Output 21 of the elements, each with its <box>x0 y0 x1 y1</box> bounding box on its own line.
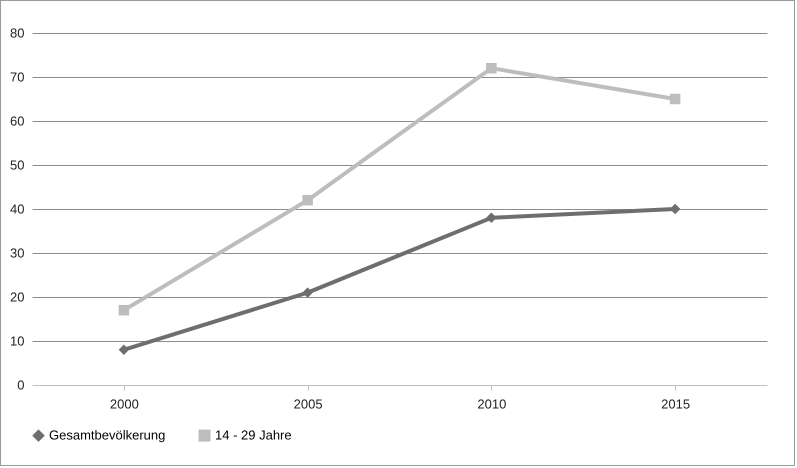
point <box>486 62 497 74</box>
x-tick-label: 2010 <box>477 396 506 412</box>
y-tick-label: 30 <box>10 246 24 260</box>
y-tick-label: 40 <box>10 202 24 216</box>
legend-label: 14 - 29 Jahre <box>215 428 292 443</box>
point <box>118 304 130 316</box>
x-tick-label: 2015 <box>661 396 690 412</box>
y-tick-label: 60 <box>10 114 24 128</box>
y-tick-label: 20 <box>10 290 24 304</box>
x-tick-label: 2000 <box>110 396 139 412</box>
legend-label: Gesamtbevölkerung <box>49 428 166 443</box>
point <box>118 344 130 356</box>
point <box>302 194 313 206</box>
y-tick-label: 50 <box>10 158 24 172</box>
x-tick-label: 2005 <box>294 396 323 412</box>
y-tick-label: 80 <box>10 26 24 40</box>
y-tick-label: 0 <box>17 378 24 392</box>
point <box>302 287 313 298</box>
point <box>670 94 680 104</box>
y-tick-label: 10 <box>10 334 24 348</box>
y-tick-label: 70 <box>10 70 24 84</box>
